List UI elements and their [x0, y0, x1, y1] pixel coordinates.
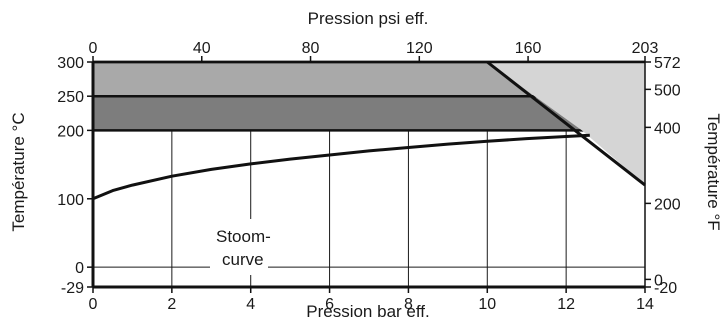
y-right-axis-title: Température °F — [704, 113, 723, 230]
y-left-axis-title: Température °C — [9, 112, 28, 231]
x-top-tick-160: 160 — [515, 40, 542, 57]
x-top-tick-203: 203 — [632, 40, 659, 57]
y-left-tick-0: 0 — [75, 260, 84, 277]
y-left-tick-250: 250 — [57, 89, 84, 106]
x-top-tick-0: 0 — [89, 40, 98, 57]
tick-labels: 0 2 4 6 8 10 12 140 40 80 120 160 203-29010020025030… — [57, 40, 681, 313]
y-right-tick-400: 400 — [654, 120, 681, 137]
limit-region-layer — [486, 60, 646, 187]
steam-curve-label-line1: Stoom- — [216, 227, 271, 246]
x-bottom-tick-0: 0 — [89, 296, 98, 313]
y-left-tick-200: 200 — [57, 123, 84, 140]
x-bottom-tick-4: 4 — [246, 296, 255, 313]
x-top-tick-80: 80 — [302, 40, 320, 57]
x-bottom-tick-2: 2 — [167, 296, 176, 313]
x-top-tick-120: 120 — [406, 40, 433, 57]
x-bottom-axis-title: Pression bar eff. — [306, 302, 429, 321]
x-bottom-tick-14: 14 — [636, 296, 654, 313]
steam-curve — [92, 133, 590, 201]
x-top-tick-40: 40 — [193, 40, 211, 57]
y-left-tick-100: 100 — [57, 192, 84, 209]
x-top-axis-title: Pression psi eff. — [308, 9, 429, 28]
limit-line — [486, 60, 646, 187]
x-bottom-tick-10: 10 — [478, 296, 496, 313]
x-bottom-tick-12: 12 — [557, 296, 575, 313]
y-right-tick-500: 500 — [654, 82, 681, 99]
y-right-tick-0: 0 — [654, 272, 663, 289]
y-right-tick-572: 572 — [654, 55, 681, 72]
steam-curve-layer — [92, 133, 590, 201]
plot-frame — [91, 60, 646, 289]
x-bottom-tick-8: 8 — [404, 296, 413, 313]
y-left-tick--29: -29 — [61, 280, 84, 297]
x-bottom-tick-6: 6 — [325, 296, 334, 313]
steam-curve-label-line2: curve — [222, 250, 264, 269]
steam-curve-label-background — [210, 219, 268, 275]
limit-region — [487, 62, 645, 186]
y-left-tick-300: 300 — [57, 55, 84, 72]
y-right-tick-200: 200 — [654, 196, 681, 213]
y-right-tick--20: -20 — [654, 280, 677, 297]
